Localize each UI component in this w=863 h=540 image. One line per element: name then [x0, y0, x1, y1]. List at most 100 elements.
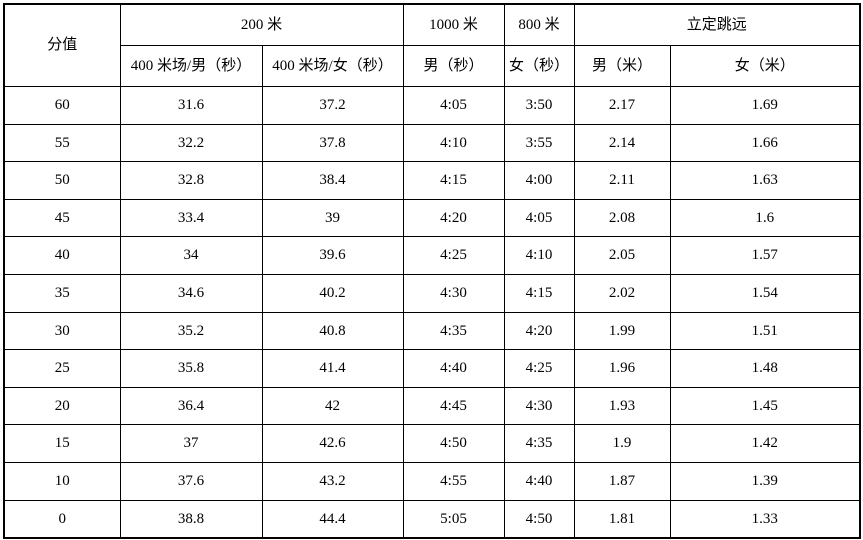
- value-cell: 4:50: [503, 499, 575, 539]
- value-cell: 4:10: [503, 236, 575, 275]
- header-score: 分值: [3, 3, 121, 87]
- value-cell: 4:50: [402, 424, 505, 463]
- table-row: 0 38.8 44.4 5:05 4:50 1.81 1.33: [3, 499, 861, 539]
- value-cell: 2.08: [573, 198, 671, 238]
- value-cell: 34: [119, 236, 263, 275]
- value-cell: 1.87: [573, 461, 671, 501]
- value-cell: 1.57: [669, 236, 861, 275]
- value-cell: 4:25: [503, 349, 575, 388]
- value-cell: 42.6: [261, 424, 404, 463]
- value-cell: 4:30: [402, 273, 505, 313]
- value-cell: 1.54: [669, 273, 861, 313]
- table-row: 55 32.2 37.8 4:10 3:55 2.14 1.66: [3, 123, 861, 163]
- value-cell: 33.4: [119, 198, 263, 238]
- table-row: 30 35.2 40.8 4:35 4:20 1.99 1.51: [3, 311, 861, 351]
- value-cell: 4:15: [503, 273, 575, 313]
- table-row: 40 34 39.6 4:25 4:10 2.05 1.57: [3, 236, 861, 275]
- header-jump-male-meters: 男（米）: [573, 45, 671, 87]
- table-row: 35 34.6 40.2 4:30 4:15 2.02 1.54: [3, 273, 861, 313]
- value-cell: 43.2: [261, 461, 404, 501]
- value-cell: 37.8: [261, 123, 404, 163]
- value-cell: 1.33: [669, 499, 861, 539]
- value-cell: 1.99: [573, 311, 671, 351]
- value-cell: 31.6: [119, 86, 263, 125]
- value-cell: 39.6: [261, 236, 404, 275]
- header-group-200m: 200 米: [119, 3, 404, 46]
- table-row: 45 33.4 39 4:20 4:05 2.08 1.6: [3, 198, 861, 238]
- header-1000m-male-seconds: 男（秒）: [402, 45, 505, 87]
- header-group-800m: 800 米: [503, 3, 575, 46]
- score-cell: 25: [3, 349, 121, 388]
- value-cell: 1.96: [573, 349, 671, 388]
- value-cell: 1.69: [669, 86, 861, 125]
- table-row: 15 37 42.6 4:50 4:35 1.9 1.42: [3, 424, 861, 463]
- value-cell: 1.66: [669, 123, 861, 163]
- value-cell: 1.9: [573, 424, 671, 463]
- value-cell: 2.14: [573, 123, 671, 163]
- value-cell: 4:25: [402, 236, 505, 275]
- score-cell: 0: [3, 499, 121, 539]
- value-cell: 42: [261, 386, 404, 426]
- header-jump-female-meters: 女（米）: [669, 45, 861, 87]
- value-cell: 44.4: [261, 499, 404, 539]
- value-cell: 1.6: [669, 198, 861, 238]
- value-cell: 4:00: [503, 161, 575, 200]
- value-cell: 36.4: [119, 386, 263, 426]
- value-cell: 40.2: [261, 273, 404, 313]
- header-400m-track-female: 400 米场/女（秒）: [261, 45, 404, 87]
- header-row-subcolumns: 400 米场/男（秒） 400 米场/女（秒） 男（秒） 女（秒） 男（米） 女…: [4, 45, 861, 87]
- value-cell: 35.8: [119, 349, 263, 388]
- score-cell: 20: [3, 386, 121, 426]
- value-cell: 32.8: [119, 161, 263, 200]
- value-cell: 3:55: [503, 123, 575, 163]
- value-cell: 1.48: [669, 349, 861, 388]
- value-cell: 38.8: [119, 499, 263, 539]
- value-cell: 4:35: [503, 424, 575, 463]
- value-cell: 5:05: [402, 499, 505, 539]
- header-group-standing-long-jump: 立定跳远: [573, 3, 861, 46]
- value-cell: 1.39: [669, 461, 861, 501]
- value-cell: 34.6: [119, 273, 263, 313]
- header-row-groups: 分值 200 米 1000 米 800 米 立定跳远: [3, 3, 861, 87]
- value-cell: 1.45: [669, 386, 861, 426]
- score-cell: 45: [3, 198, 121, 238]
- score-cell: 40: [3, 236, 121, 275]
- table-row: 60 31.6 37.2 4:05 3:50 2.17 1.69: [3, 86, 861, 125]
- value-cell: 2.05: [573, 236, 671, 275]
- value-cell: 1.93: [573, 386, 671, 426]
- value-cell: 1.81: [573, 499, 671, 539]
- score-cell: 60: [3, 86, 121, 125]
- value-cell: 40.8: [261, 311, 404, 351]
- value-cell: 2.11: [573, 161, 671, 200]
- value-cell: 37: [119, 424, 263, 463]
- table-row: 20 36.4 42 4:45 4:30 1.93 1.45: [3, 386, 861, 426]
- value-cell: 4:30: [503, 386, 575, 426]
- value-cell: 4:40: [402, 349, 505, 388]
- header-800m-female-seconds: 女（秒）: [503, 45, 575, 87]
- value-cell: 1.42: [669, 424, 861, 463]
- fitness-score-table: 分值 200 米 1000 米 800 米 立定跳远 400 米场/男（秒） 4…: [3, 3, 862, 540]
- value-cell: 37.2: [261, 86, 404, 125]
- score-cell: 50: [3, 161, 121, 200]
- value-cell: 4:05: [503, 198, 575, 238]
- value-cell: 4:40: [503, 461, 575, 501]
- value-cell: 4:20: [402, 198, 505, 238]
- value-cell: 39: [261, 198, 404, 238]
- value-cell: 4:45: [402, 386, 505, 426]
- value-cell: 4:35: [402, 311, 505, 351]
- table-body: 60 31.6 37.2 4:05 3:50 2.17 1.69 55 32.2 37.8 4:10…: [3, 86, 861, 539]
- score-cell: 35: [3, 273, 121, 313]
- value-cell: 38.4: [261, 161, 404, 200]
- value-cell: 4:15: [402, 161, 505, 200]
- value-cell: 3:50: [503, 86, 575, 125]
- score-cell: 30: [3, 311, 121, 351]
- value-cell: 2.17: [573, 86, 671, 125]
- score-cell: 10: [3, 461, 121, 501]
- value-cell: 1.63: [669, 161, 861, 200]
- table-row: 10 37.6 43.2 4:55 4:40 1.87 1.39: [3, 461, 861, 501]
- value-cell: 4:10: [402, 123, 505, 163]
- value-cell: 4:55: [402, 461, 505, 501]
- score-cell: 55: [3, 123, 121, 163]
- value-cell: 4:05: [402, 86, 505, 125]
